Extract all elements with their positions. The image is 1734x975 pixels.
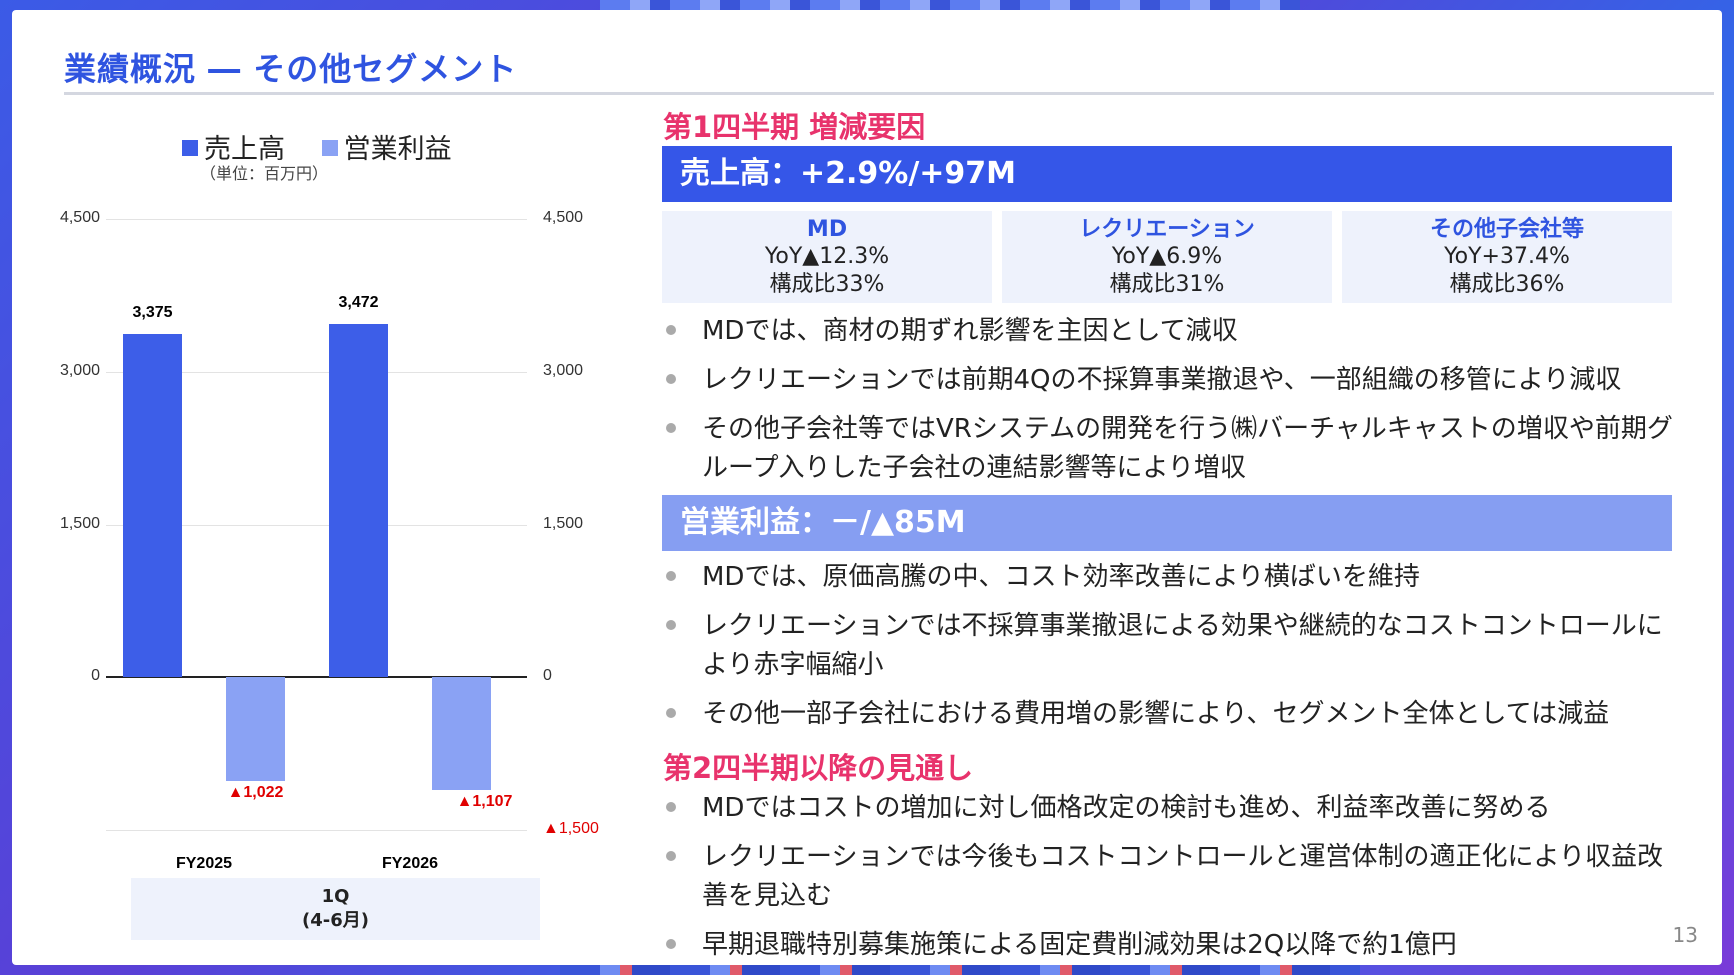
list-item: レクリエーションでは不採算事業撤退による効果や継続的なコストコントロールにより赤… [664, 607, 1684, 685]
outlook-bullets: MDではコストの増加に対し価格改定の検討も進め、利益率改善に努める レクリエーシ… [664, 789, 1684, 965]
profit-bullets: MDでは、原価高騰の中、コスト効率改善により横ばいを維持 レクリエーションでは不… [664, 558, 1684, 744]
bar-profit [432, 677, 491, 790]
segment-name: レクリエーション [1079, 217, 1255, 242]
gridline [106, 524, 527, 526]
y-tick-left: 0 [91, 667, 100, 685]
legend-label-profit: 営業利益 [343, 134, 452, 165]
x-tick-label: FY2025 [175, 855, 233, 872]
segment-share: 構成比36% [1449, 272, 1565, 297]
gridline [106, 830, 527, 831]
page-title: 業績概況 ― その他セグメント [64, 50, 518, 88]
list-item: MDでは、商材の期ずれ影響を主因として減収 [664, 312, 1684, 351]
period-label-months: (4-6月) [302, 910, 369, 931]
segment-share: 構成比33% [769, 272, 885, 297]
y-tick-right: ▲1,500 [543, 820, 599, 837]
bar-profit [226, 677, 285, 782]
list-item: MDでは、原価高騰の中、コスト効率改善により横ばいを維持 [664, 558, 1684, 597]
list-item: レクリエーションでは前期4Qの不採算事業撤退や、一部組織の移管により減収 [664, 361, 1684, 400]
y-tick-right: 4,500 [543, 209, 584, 226]
y-tick-left: 3,000 [59, 361, 100, 379]
segment-name: その他子会社等 [1429, 217, 1584, 242]
data-label-profit: ▲1,022 [227, 784, 284, 802]
bar-sales [123, 333, 182, 678]
x-tick-label: FY2026 [381, 855, 439, 872]
page-number: 13 [1672, 923, 1698, 947]
sales-bullets: MDでは、商材の期ずれ影響を主因として減収 レクリエーションでは前期4Qの不採算… [664, 312, 1684, 498]
decor-stripe-top [600, 0, 1300, 10]
chart-legend: 売上高 営業利益 [182, 127, 480, 166]
legend-item-sales: 売上高 [182, 127, 285, 166]
bar-sales [329, 323, 388, 678]
data-label-sales: 3,472 [338, 293, 379, 311]
legend-swatch-profit [321, 140, 338, 156]
period-label-box: 1Q (4-6月) [131, 878, 540, 940]
segment-box-md: MD YoY▲12.3% 構成比33% [662, 211, 992, 303]
list-item: 早期退職特別募集施策による固定費削減効果は2Q以降で約1億円 [664, 926, 1684, 965]
segment-box-other: その他子会社等 YoY+37.4% 構成比36% [1342, 211, 1672, 303]
segment-yoy: YoY▲6.9% [1111, 244, 1223, 269]
legend-swatch-sales [182, 140, 198, 156]
data-label-profit: ▲1,107 [456, 792, 513, 810]
sales-band: 売上高：+2.9%/+97M [662, 146, 1672, 202]
zero-line [106, 676, 527, 679]
y-tick-left: 4,500 [59, 209, 100, 226]
outlook-heading: 第2四半期以降の見通し [663, 751, 974, 785]
segment-share: 構成比31% [1109, 272, 1225, 297]
list-item: MDではコストの増加に対し価格改定の検討も進め、利益率改善に努める [664, 789, 1684, 828]
profit-band: 営業利益：－/▲85M [662, 495, 1672, 551]
y-tick-right: 0 [543, 667, 552, 685]
y-tick-left: 1,500 [59, 514, 100, 532]
segment-name: MD [806, 217, 848, 242]
segment-box-recreation: レクリエーション YoY▲6.9% 構成比31% [1002, 211, 1332, 303]
slide: 業績概況 ― その他セグメント 売上高 営業利益 （単位：百万円） 4,500 3… [12, 10, 1722, 965]
segment-boxes: MD YoY▲12.3% 構成比33% レクリエーション YoY▲6.9% 構成… [662, 211, 1672, 303]
chart-unit: （単位：百万円） [200, 164, 329, 183]
segment-yoy: YoY▲12.3% [764, 244, 890, 269]
segment-yoy: YoY+37.4% [1444, 244, 1570, 269]
q1-factors-heading: 第1四半期 増減要因 [663, 110, 926, 144]
data-label-sales: 3,375 [132, 303, 173, 321]
y-tick-right: 3,000 [543, 361, 584, 379]
list-item: その他子会社等ではVRシステムの開発を行う㈱バーチャルキャストの増収や前期グルー… [664, 410, 1684, 488]
gridline [106, 371, 527, 373]
gridline [106, 219, 527, 220]
decor-stripe-bottom [560, 965, 1360, 975]
title-underline [64, 92, 1714, 95]
y-tick-right: 1,500 [543, 514, 584, 532]
list-item: その他一部子会社における費用増の影響により、セグメント全体としては減益 [664, 695, 1684, 734]
legend-item-profit: 営業利益 [321, 127, 452, 166]
legend-label-sales: 売上高 [204, 134, 285, 165]
period-label-quarter: 1Q [321, 886, 350, 907]
list-item: レクリエーションでは今後もコストコントロールと運営体制の適正化により収益改善を見… [664, 838, 1684, 916]
